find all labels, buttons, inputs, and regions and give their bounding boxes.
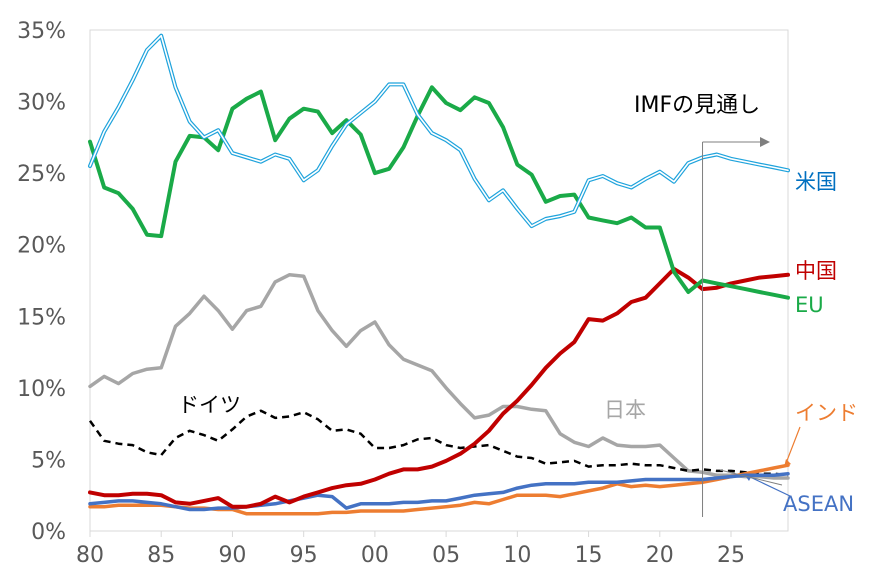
y-tick-label: 15% xyxy=(17,305,66,330)
y-tick-label: 10% xyxy=(17,377,66,402)
series-label-3: 日本 xyxy=(604,398,646,422)
x-tick-label: 00 xyxy=(361,543,389,568)
y-tick-label: 0% xyxy=(31,520,66,545)
x-tick-label: 20 xyxy=(646,543,674,568)
india-leader-line xyxy=(785,426,801,464)
series-line-1 xyxy=(88,267,790,509)
series-lines xyxy=(88,33,790,516)
y-tick-label: 5% xyxy=(31,448,66,473)
series-label-4: ドイツ xyxy=(178,393,241,417)
series-line-6 xyxy=(88,471,790,512)
asean-leader-line xyxy=(747,475,791,497)
series-line-0 xyxy=(88,33,790,229)
x-tick-label: 15 xyxy=(575,543,603,568)
x-tick-label: 10 xyxy=(503,543,531,568)
series-label-2: EU xyxy=(795,293,824,317)
x-tick-label: 95 xyxy=(290,543,318,568)
y-tick-label: 35% xyxy=(17,19,66,44)
x-tick-label: 25 xyxy=(717,543,745,568)
y-tick-label: 20% xyxy=(17,234,66,259)
series-line-inner-0 xyxy=(89,34,789,227)
asean-gray-leader-line xyxy=(719,469,783,486)
asean-leader-arrowhead xyxy=(744,474,752,481)
series-label-6: ASEAN xyxy=(783,492,854,516)
series-label-5: インド xyxy=(795,401,858,425)
x-tick-label: 85 xyxy=(147,543,175,568)
plot-frame xyxy=(89,29,789,532)
forecast-arrowhead xyxy=(760,137,770,147)
series-line-4 xyxy=(88,409,789,477)
y-tick-label: 25% xyxy=(17,162,66,187)
axes: 0% 5% 10% 15% 20% 25% 30% 35% 80 85 90 95 00 05 10 15 20… xyxy=(17,19,789,568)
series-label-0: 米国 xyxy=(795,170,837,194)
x-tick-label: 80 xyxy=(76,543,104,568)
series-line-3 xyxy=(88,273,790,480)
x-tick-label: 90 xyxy=(218,543,246,568)
series-line-5 xyxy=(88,463,790,516)
india-leader-arrowhead xyxy=(784,459,791,467)
series-line-2 xyxy=(88,85,790,300)
series-label-1: 中国 xyxy=(795,259,837,283)
x-tick-label: 05 xyxy=(432,543,460,568)
forecast-label: IMFの見通し xyxy=(634,93,760,118)
y-tick-label: 30% xyxy=(17,91,66,116)
